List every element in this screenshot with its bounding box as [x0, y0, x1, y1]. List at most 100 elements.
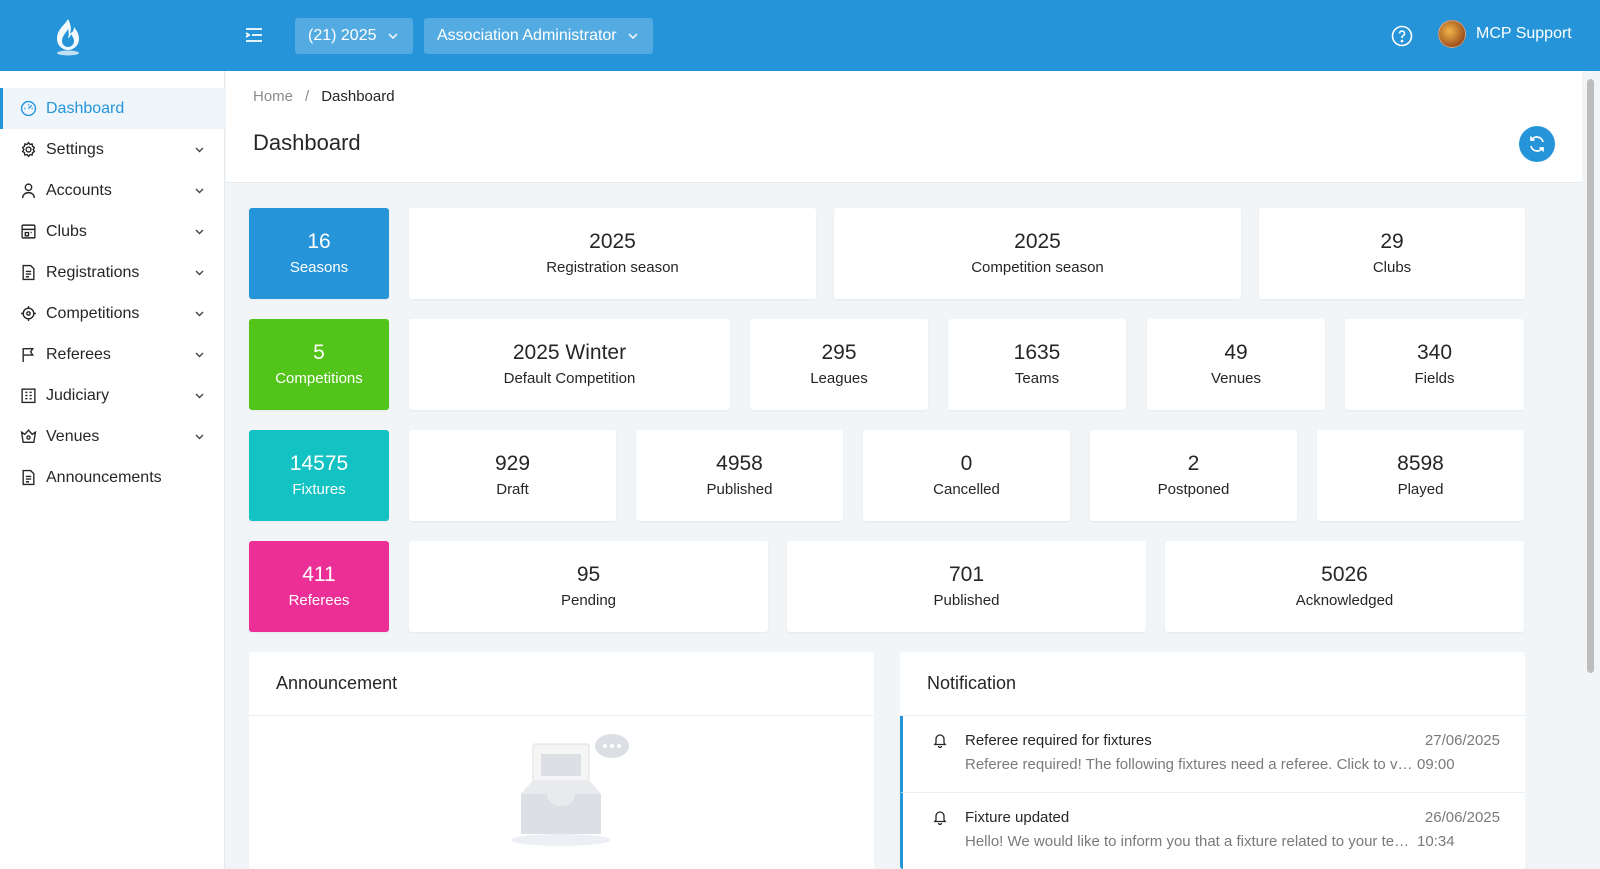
- stat-label: Competitions: [275, 369, 363, 387]
- sidebar-item-label: Venues: [46, 427, 100, 445]
- role-select[interactable]: Association Administrator: [424, 18, 653, 54]
- notification-time: 10:34: [1417, 833, 1455, 850]
- notification-item[interactable]: Referee required for fixtures 27/06/2025…: [900, 716, 1525, 793]
- user-menu[interactable]: MCP Support: [1438, 20, 1572, 48]
- menu-toggle-icon[interactable]: [243, 24, 265, 46]
- sidebar-item-competitions[interactable]: Competitions: [0, 293, 225, 334]
- chevron-down-icon: [195, 270, 204, 276]
- chevron-down-icon: [195, 311, 204, 317]
- notification-panel: Notification Referee required for fixtur…: [900, 652, 1525, 869]
- season-select-value: (21) 2025: [308, 27, 377, 44]
- scrollbar[interactable]: [1583, 71, 1600, 869]
- stat-value: 2: [1187, 451, 1200, 475]
- registration-season-card[interactable]: 2025 Registration season: [409, 208, 816, 299]
- stat-value: 701: [948, 562, 985, 586]
- stat-label: Default Competition: [503, 369, 636, 387]
- default-competition-card[interactable]: 2025 Winter Default Competition: [409, 319, 730, 410]
- fields-card[interactable]: 340 Fields: [1345, 319, 1524, 410]
- sidebar-item-label: Competitions: [46, 304, 140, 322]
- target-icon: [21, 306, 36, 321]
- stat-value: 16: [307, 229, 331, 253]
- sidebar-item-settings[interactable]: Settings: [0, 129, 225, 170]
- breadcrumb: Home / Dashboard: [253, 88, 395, 105]
- referees-card[interactable]: 411 Referees: [249, 541, 389, 632]
- chevron-down-icon: [195, 434, 204, 440]
- help-icon[interactable]: [1390, 24, 1414, 48]
- fixtures-card[interactable]: 14575 Fixtures: [249, 430, 389, 521]
- stat-label: Leagues: [810, 369, 868, 387]
- stat-label: Acknowledged: [1295, 591, 1394, 609]
- scrollbar-thumb[interactable]: [1587, 79, 1594, 673]
- breadcrumb-current: Dashboard: [321, 88, 395, 105]
- bell-icon: [933, 734, 947, 748]
- stat-label: Competition season: [971, 258, 1104, 276]
- notification-text: Hello! We would like to inform you that …: [965, 833, 1415, 850]
- stat-value: 14575: [289, 451, 349, 475]
- breadcrumb-separator: /: [305, 88, 310, 105]
- venues-card[interactable]: 49 Venues: [1147, 319, 1325, 410]
- stat-value: 1635: [1013, 340, 1061, 364]
- sidebar-item-venues[interactable]: Venues: [0, 416, 225, 457]
- notification-date: 26/06/2025: [1424, 809, 1500, 826]
- stat-label: Cancelled: [933, 480, 1000, 498]
- clubs-card[interactable]: 29 Clubs: [1259, 208, 1525, 299]
- sidebar-item-clubs[interactable]: Clubs: [0, 211, 225, 252]
- stat-value: 29: [1380, 229, 1404, 253]
- teams-card[interactable]: 1635 Teams: [948, 319, 1126, 410]
- chevron-down-icon: [195, 188, 204, 194]
- stat-value: 0: [960, 451, 973, 475]
- stat-label: Pending: [560, 591, 617, 609]
- acknowledged-card[interactable]: 5026 Acknowledged: [1165, 541, 1524, 632]
- flag-icon: [22, 347, 35, 362]
- refresh-button[interactable]: [1519, 126, 1555, 162]
- played-card[interactable]: 8598 Played: [1317, 430, 1524, 521]
- stat-label: Draft: [496, 480, 529, 498]
- stat-value: 5: [313, 340, 325, 364]
- stat-value: 2025: [1014, 229, 1061, 253]
- page-title: Dashboard: [253, 130, 361, 155]
- stat-label: Postponed: [1157, 480, 1230, 498]
- top-bar: (21) 2025 Association Administrator MCP …: [0, 0, 1600, 71]
- announcement-panel: Announcement: [249, 652, 874, 869]
- chevron-down-icon: [195, 147, 204, 153]
- sidebar-item-judiciary[interactable]: Judiciary: [0, 375, 225, 416]
- published-fixtures-card[interactable]: 4958 Published: [636, 430, 843, 521]
- stat-value: 5026: [1321, 562, 1368, 586]
- stat-value: 2025 Winter: [512, 340, 627, 364]
- building-icon: [21, 388, 36, 404]
- pending-card[interactable]: 95 Pending: [409, 541, 768, 632]
- empty-inbox-icon: [511, 734, 629, 846]
- stat-label: Teams: [1014, 369, 1060, 387]
- notification-date: 27/06/2025: [1424, 732, 1500, 749]
- sidebar-item-accounts[interactable]: Accounts: [0, 170, 225, 211]
- season-select[interactable]: (21) 2025: [295, 18, 413, 54]
- postponed-card[interactable]: 2 Postponed: [1090, 430, 1297, 521]
- sidebar-item-announcements[interactable]: Announcements: [0, 457, 225, 498]
- bell-icon: [933, 811, 947, 825]
- sidebar-item-label: Registrations: [46, 263, 140, 281]
- draft-card[interactable]: 929 Draft: [409, 430, 616, 521]
- sidebar-item-referees[interactable]: Referees: [0, 334, 225, 375]
- dashboard-icon: [20, 100, 37, 117]
- sidebar-item-registrations[interactable]: Registrations: [0, 252, 225, 293]
- chevron-down-icon: [195, 352, 204, 358]
- stat-label: Fixtures: [292, 480, 346, 498]
- sidebar-item-dashboard[interactable]: Dashboard: [0, 88, 225, 129]
- competition-season-card[interactable]: 2025 Competition season: [834, 208, 1241, 299]
- leagues-card[interactable]: 295 Leagues: [750, 319, 928, 410]
- main-content: Home / Dashboard Dashboard 16 Seasons 20…: [226, 71, 1582, 869]
- seasons-card[interactable]: 16 Seasons: [249, 208, 389, 299]
- gear-icon: [21, 141, 36, 158]
- stat-label: Registration season: [546, 258, 679, 276]
- app-logo-icon[interactable]: [50, 15, 86, 57]
- cancelled-card[interactable]: 0 Cancelled: [863, 430, 1070, 521]
- breadcrumb-home[interactable]: Home: [253, 88, 294, 105]
- notification-item[interactable]: Fixture updated 26/06/2025 Hello! We wou…: [900, 793, 1525, 869]
- chevron-down-icon: [628, 33, 638, 40]
- stat-label: Played: [1397, 480, 1444, 498]
- stat-label: Fields: [1414, 369, 1455, 387]
- published-referees-card[interactable]: 701 Published: [787, 541, 1146, 632]
- competitions-card[interactable]: 5 Competitions: [249, 319, 389, 410]
- chevron-down-icon: [195, 229, 204, 235]
- sidebar: Dashboard Settings Accounts Clubs Regist…: [0, 71, 225, 869]
